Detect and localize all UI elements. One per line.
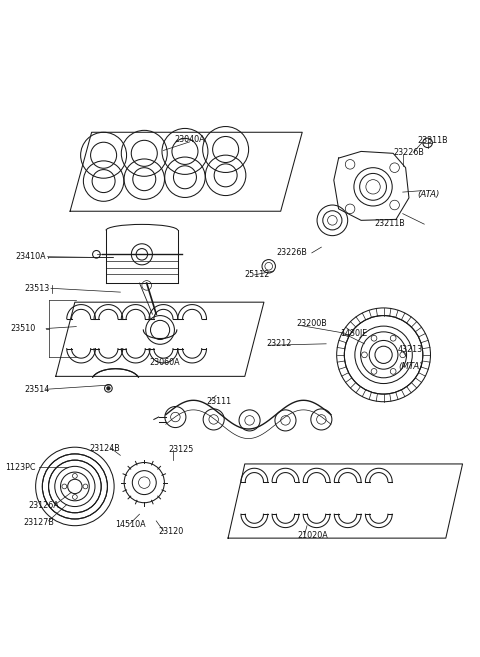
Text: 23226B: 23226B bbox=[393, 148, 424, 157]
Text: 1430JE: 1430JE bbox=[340, 328, 368, 338]
Text: 23212: 23212 bbox=[266, 339, 292, 348]
Text: 23120: 23120 bbox=[158, 528, 184, 536]
Text: 23200B: 23200B bbox=[297, 319, 327, 328]
Text: 1123PC: 1123PC bbox=[5, 463, 36, 472]
Text: (ATA): (ATA) bbox=[417, 190, 440, 199]
Circle shape bbox=[107, 386, 110, 390]
Text: 23111: 23111 bbox=[206, 397, 232, 406]
Text: 21020A: 21020A bbox=[298, 531, 328, 540]
Text: 25112: 25112 bbox=[245, 271, 270, 279]
Text: 23410A: 23410A bbox=[15, 252, 46, 261]
Text: (MTA): (MTA) bbox=[398, 362, 422, 371]
Text: 23125: 23125 bbox=[168, 445, 193, 453]
Text: 23311B: 23311B bbox=[417, 137, 448, 145]
Text: 43213: 43213 bbox=[398, 345, 423, 354]
Text: 23124B: 23124B bbox=[89, 443, 120, 453]
Text: 23127B: 23127B bbox=[24, 518, 55, 527]
Text: 23040A: 23040A bbox=[174, 135, 205, 144]
Text: 23510: 23510 bbox=[10, 324, 36, 333]
Text: 23126A: 23126A bbox=[28, 501, 59, 510]
Text: 14510A: 14510A bbox=[116, 520, 146, 530]
Text: 23211B: 23211B bbox=[374, 219, 405, 228]
Text: 23513: 23513 bbox=[24, 284, 50, 293]
Text: 23060A: 23060A bbox=[149, 359, 180, 367]
Text: 23226B: 23226B bbox=[276, 248, 307, 258]
Text: 23514: 23514 bbox=[24, 385, 50, 394]
